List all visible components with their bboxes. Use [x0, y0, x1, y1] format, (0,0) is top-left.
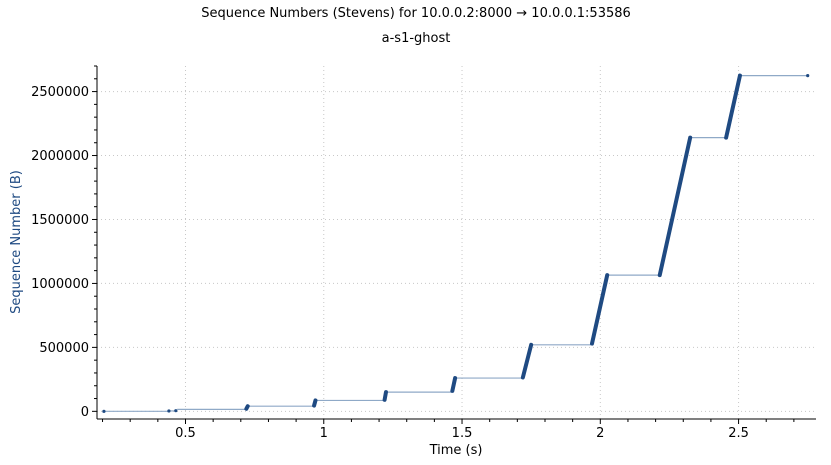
y-tick-label: 1000000 — [31, 277, 89, 292]
chart-subtitle: a-s1-ghost — [382, 31, 451, 46]
x-tick-label: 2 — [596, 426, 604, 441]
x-tick-label: 2.5 — [728, 426, 749, 441]
x-tick-label: 1 — [320, 426, 328, 441]
y-tick-label: 0 — [81, 405, 89, 420]
y-tick-label: 2500000 — [31, 85, 89, 100]
y-tick-label: 500000 — [39, 341, 89, 356]
sequence-burst — [382, 390, 388, 402]
x-axis-label: Time (s) — [429, 443, 483, 458]
sequence-burst — [657, 135, 693, 278]
sequence-burst — [520, 342, 534, 380]
y-axis-label: Sequence Number (B) — [9, 170, 24, 314]
sequence-point — [102, 409, 106, 413]
sequence-burst — [244, 404, 250, 411]
x-tick-label: 0.5 — [175, 426, 196, 441]
x-tick-label: 1.5 — [452, 426, 473, 441]
axes: 0.5 1 1.5 2 2.5 0 500000 1000000 1500000 2000000 2… — [31, 65, 816, 441]
grid — [97, 66, 816, 419]
sequence-burst — [724, 73, 742, 140]
y-tick-label: 1500000 — [31, 213, 89, 228]
y-tick-label: 2000000 — [31, 149, 89, 164]
sequence-point — [806, 73, 810, 78]
series-sequence — [102, 73, 810, 413]
sequence-burst — [590, 273, 610, 346]
sequence-burst — [312, 398, 318, 408]
sequence-point — [167, 409, 171, 413]
sequence-point — [174, 409, 178, 413]
sequence-burst — [450, 376, 458, 393]
chart-title: Sequence Numbers (Stevens) for 10.0.0.2:… — [201, 6, 631, 21]
